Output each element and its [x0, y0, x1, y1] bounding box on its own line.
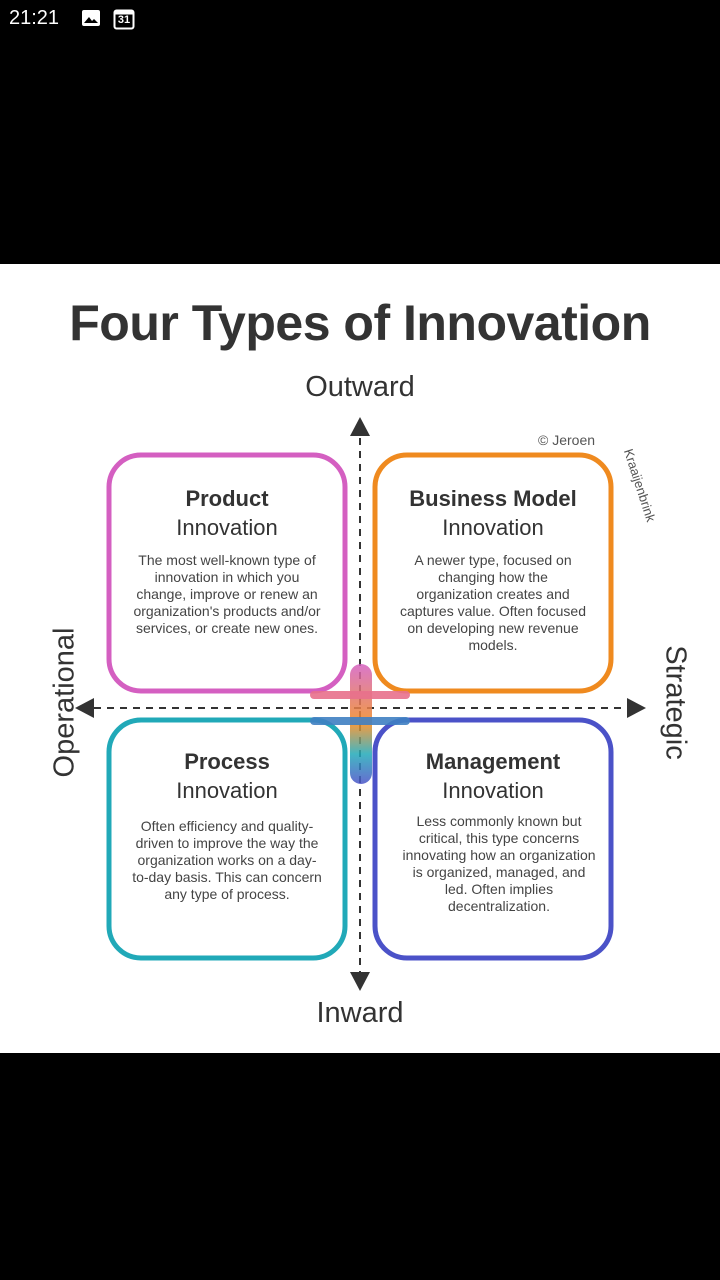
diagram-title: Four Types of Innovation: [69, 295, 651, 351]
quadrant-subtitle: Innovation: [176, 778, 278, 803]
product-innovation-description: The most well-known type of innovation i…: [133, 552, 321, 636]
management-innovation-heading: Management Innovation: [375, 747, 611, 805]
operational-arrow-icon: [75, 698, 94, 718]
product-innovation-heading: Product Innovation: [109, 484, 345, 542]
status-time: 21:21: [9, 7, 60, 29]
strategic-arrow-icon: [627, 698, 646, 718]
calendar-icon: 31: [113, 8, 135, 35]
copyright-text: © Jeroen: [538, 432, 596, 448]
quadrant-subtitle: Innovation: [176, 515, 278, 540]
quadrant-title: Management: [425, 749, 561, 774]
diagram-graphics: [75, 417, 646, 991]
quadrant-title: Process: [184, 749, 270, 774]
product-innovation-box: [106, 452, 348, 694]
center-horizontal-gradient-bottom: [310, 717, 410, 725]
axis-label-outward: Outward: [305, 371, 415, 403]
business-model-innovation-heading: Business Model Innovation: [375, 484, 611, 542]
axis-label-operational: Operational: [48, 627, 81, 778]
image-icon: [81, 8, 101, 33]
business-model-innovation-description: A newer type, focused on changing how th…: [400, 552, 586, 653]
management-innovation-description: Less commonly known but critical, this t…: [402, 813, 596, 914]
process-innovation-heading: Process Innovation: [109, 747, 345, 805]
management-innovation-box: [372, 717, 614, 961]
innovation-diagram-image: Four Types of Innovation Outward Inward …: [0, 264, 720, 1053]
quadrant-title: Product: [185, 486, 269, 511]
center-horizontal-gradient-top: [310, 691, 410, 699]
quadrant-title: Business Model: [409, 486, 577, 511]
axis-label-strategic: Strategic: [659, 645, 692, 760]
calendar-day: 31: [117, 14, 131, 26]
axis-label-inward: Inward: [316, 997, 404, 1029]
process-innovation-box: [106, 717, 348, 961]
quadrant-subtitle: Innovation: [442, 515, 544, 540]
business-model-innovation-box: [372, 452, 614, 694]
process-innovation-description: Often efficiency and quality-driven to i…: [132, 818, 322, 902]
inward-arrow-icon: [350, 972, 370, 991]
quadrant-subtitle: Innovation: [442, 778, 544, 803]
outward-arrow-icon: [350, 417, 370, 436]
status-bar: 21:21 31: [0, 0, 720, 40]
